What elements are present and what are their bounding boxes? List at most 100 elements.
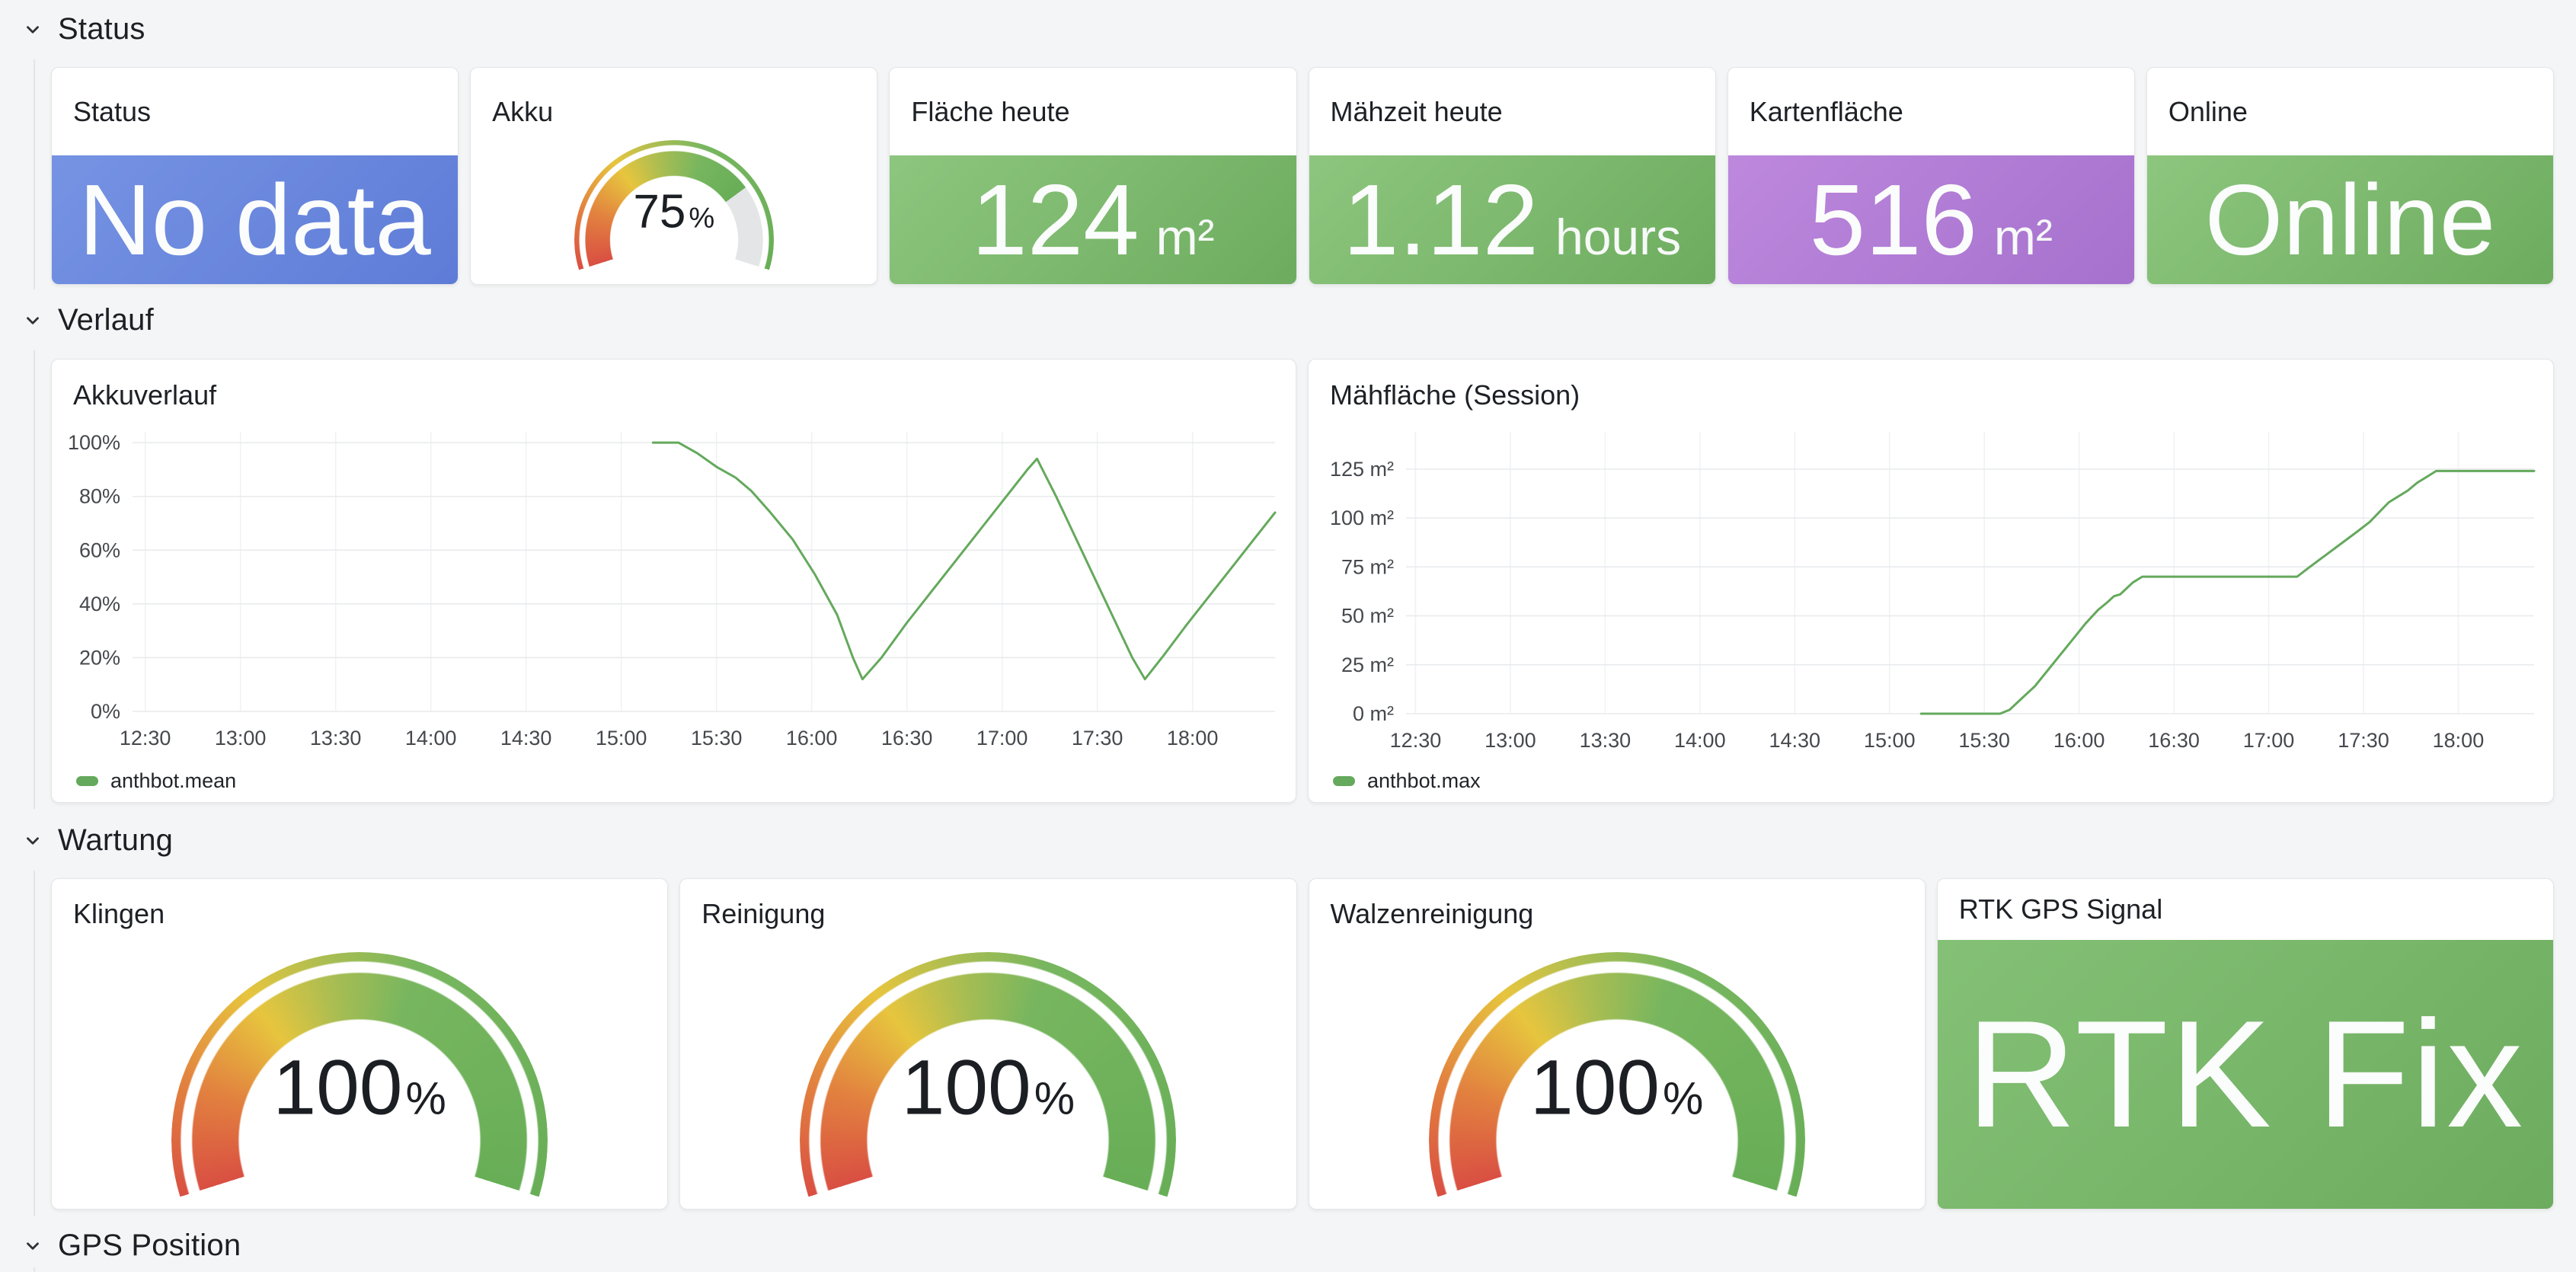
panel-rtk-gps-signal: RTK GPS Signal RTK Fix xyxy=(1936,878,2554,1210)
panel-title[interactable]: Akku xyxy=(492,95,554,127)
mowed-area-chart[interactable]: 12:30 13:00 13:30 14:00 14:30 15:00 15:30 16:00… xyxy=(1309,360,2554,803)
cleaning-gauge: 100% xyxy=(800,952,1177,1209)
panel-akku: Akku 75% xyxy=(470,67,878,285)
svg-text:15:00: 15:00 xyxy=(1864,729,1916,752)
svg-text:14:00: 14:00 xyxy=(1674,729,1726,752)
stat-body-maehzeit: 1.12 hours xyxy=(1309,155,1715,284)
panel-title[interactable]: Akkuverlauf xyxy=(73,379,217,411)
stat-unit: hours xyxy=(1555,208,1682,265)
svg-text:14:00: 14:00 xyxy=(405,727,457,749)
status-panel-row: Status No data Akku 75% Fläche heute 124… xyxy=(51,67,2555,285)
svg-text:50 m²: 50 m² xyxy=(1341,605,1394,628)
panel-title[interactable]: Walzenreinigung xyxy=(1330,898,1534,929)
stat-body-online: Online xyxy=(2146,155,2554,284)
svg-text:16:00: 16:00 xyxy=(786,727,838,749)
svg-text:13:00: 13:00 xyxy=(1485,729,1536,752)
stat-body-flaeche: 124 m² xyxy=(890,155,1296,284)
section-indent-line xyxy=(34,871,35,1216)
gauge-value-text: 100% xyxy=(901,1043,1075,1131)
svg-text:13:30: 13:30 xyxy=(310,727,362,749)
panel-maehflaeche-session: Mähfläche (Session) 12:30 13:00 13:30 14:00… xyxy=(1308,359,2554,803)
chevron-down-icon[interactable] xyxy=(21,18,44,41)
gauge-value-text: 75% xyxy=(633,185,715,238)
panel-title[interactable]: Klingen xyxy=(73,898,165,929)
panel-klingen: Klingen 100% xyxy=(51,878,669,1210)
gauge-value-text: 100% xyxy=(1529,1043,1704,1131)
svg-text:15:00: 15:00 xyxy=(596,727,647,749)
svg-text:17:30: 17:30 xyxy=(2338,729,2389,752)
svg-text:25 m²: 25 m² xyxy=(1341,654,1394,676)
svg-text:16:00: 16:00 xyxy=(2053,729,2105,752)
section-header-wartung[interactable]: Wartung xyxy=(21,823,173,858)
blades-gauge: 100% xyxy=(171,952,548,1209)
svg-text:40%: 40% xyxy=(79,593,120,615)
section-label: Wartung xyxy=(58,823,174,857)
legend-item[interactable]: anthbot.mean xyxy=(76,769,236,793)
panel-title[interactable]: RTK GPS Signal xyxy=(1958,893,2163,925)
battery-gauge: 75% xyxy=(574,140,774,284)
svg-text:75 m²: 75 m² xyxy=(1341,555,1394,578)
panel-title[interactable]: Fläche heute xyxy=(911,95,1070,127)
legend-label: anthbot.mean xyxy=(110,769,237,792)
legend-swatch xyxy=(76,776,98,786)
svg-text:15:30: 15:30 xyxy=(1958,729,2010,752)
stat-body-rtk: RTK Fix xyxy=(1937,940,2553,1209)
svg-text:16:30: 16:30 xyxy=(881,727,933,749)
roller-cleaning-gauge: 100% xyxy=(1428,952,1805,1209)
verlauf-panel-row: Akkuverlauf 12:30 13:00 13:30 14:00 14:30 15:… xyxy=(51,359,2554,803)
stat-unit: m² xyxy=(1155,208,1215,265)
panel-online: Online Online xyxy=(2146,67,2555,285)
legend-label: anthbot.max xyxy=(1367,769,1481,792)
panel-title[interactable]: Online xyxy=(2168,95,2248,127)
chevron-down-icon[interactable] xyxy=(21,829,44,852)
panel-maehzeit-heute: Mähzeit heute 1.12 hours xyxy=(1308,67,1716,285)
stat-value: RTK Fix xyxy=(1966,989,2525,1159)
panel-reinigung: Reinigung 100% xyxy=(679,878,1297,1210)
panel-title[interactable]: Mähzeit heute xyxy=(1330,95,1503,127)
panel-status: Status No data xyxy=(51,67,459,285)
wartung-panel-row: Klingen 100% Reinigung 100% Walzenreinig… xyxy=(51,878,2554,1210)
legend-swatch xyxy=(1333,776,1355,786)
chevron-down-icon[interactable] xyxy=(21,309,44,332)
panel-title[interactable]: Mähfläche (Session) xyxy=(1330,379,1580,411)
section-indent-line xyxy=(34,350,35,809)
stat-body-kartenflaeche: 516 m² xyxy=(1727,155,2134,284)
svg-text:13:00: 13:00 xyxy=(215,727,267,749)
section-header-verlauf[interactable]: Verlauf xyxy=(21,303,154,337)
svg-text:14:30: 14:30 xyxy=(1769,729,1820,752)
svg-text:125 m²: 125 m² xyxy=(1330,458,1394,481)
svg-text:0%: 0% xyxy=(91,700,120,723)
panel-title[interactable]: Status xyxy=(73,95,152,127)
gauge-value-text: 100% xyxy=(273,1043,446,1131)
panel-walzenreinigung: Walzenreinigung 100% xyxy=(1308,878,1926,1210)
svg-text:100 m²: 100 m² xyxy=(1330,507,1394,529)
stat-value: No data xyxy=(78,163,431,276)
section-header-status[interactable]: Status xyxy=(21,12,145,46)
section-label: GPS Position xyxy=(58,1229,241,1262)
section-indent-line xyxy=(34,59,35,289)
svg-text:0 m²: 0 m² xyxy=(1353,702,1394,725)
panel-title[interactable]: Reinigung xyxy=(702,898,826,929)
section-label: Verlauf xyxy=(58,303,154,337)
panel-akkuverlauf: Akkuverlauf 12:30 13:00 13:30 14:00 14:30 15:… xyxy=(51,359,1296,803)
svg-text:17:00: 17:00 xyxy=(976,727,1028,749)
section-label: Status xyxy=(58,12,145,46)
svg-text:14:30: 14:30 xyxy=(500,727,552,749)
section-header-gps-position[interactable]: GPS Position xyxy=(21,1229,241,1263)
legend-item[interactable]: anthbot.max xyxy=(1333,769,1481,793)
battery-history-chart[interactable]: 12:30 13:00 13:30 14:00 14:30 15:00 15:30 16:00… xyxy=(52,360,1296,803)
svg-text:16:30: 16:30 xyxy=(2148,729,2200,752)
panel-title[interactable]: Kartenfläche xyxy=(1749,95,1903,127)
stat-value: 124 xyxy=(971,163,1139,276)
svg-text:12:30: 12:30 xyxy=(1390,729,1442,752)
chevron-down-icon[interactable] xyxy=(21,1235,44,1258)
svg-text:13:30: 13:30 xyxy=(1580,729,1632,752)
panel-flaeche-heute: Fläche heute 124 m² xyxy=(889,67,1297,285)
svg-text:60%: 60% xyxy=(79,539,120,561)
svg-text:15:30: 15:30 xyxy=(691,727,743,749)
stat-value: 516 xyxy=(1809,163,1977,276)
svg-text:80%: 80% xyxy=(79,485,120,508)
stat-value: 1.12 xyxy=(1343,163,1539,276)
stat-body-status: No data xyxy=(52,155,459,284)
svg-text:18:00: 18:00 xyxy=(2433,729,2485,752)
